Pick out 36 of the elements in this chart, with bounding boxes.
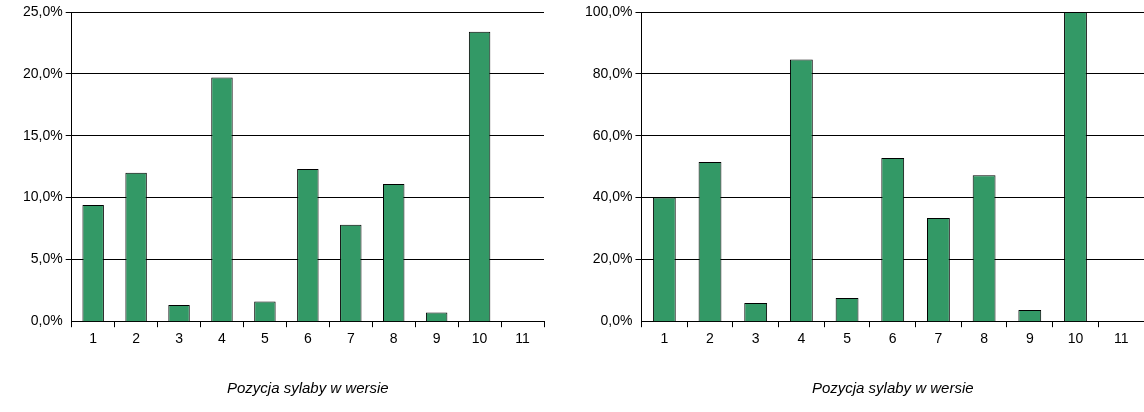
x-tick-label: 8: [980, 330, 989, 347]
x-tick-label: 8: [389, 330, 398, 347]
x-tick-label: 3: [175, 330, 184, 347]
y-tick-label: 5,0%: [30, 250, 63, 267]
y-tick-label: 60,0%: [592, 126, 633, 143]
x-tick-label: 3: [751, 330, 760, 347]
y-tick-label: 25,0%: [22, 2, 63, 19]
x-tick-label: 5: [843, 330, 852, 347]
x-tick-label: 11: [515, 330, 531, 347]
y-tick-label: 0,0%: [600, 312, 633, 329]
x-tick-label: 4: [797, 330, 806, 347]
x-tick-label: 6: [888, 330, 897, 347]
x-tick-label: 11: [1113, 330, 1129, 347]
y-tick-label: 15,0%: [22, 126, 63, 143]
x-tick-label: 9: [432, 330, 441, 347]
y-tick-label: 40,0%: [592, 188, 633, 205]
x-tick-label: 2: [132, 330, 141, 347]
x-tick-label: 9: [1025, 330, 1034, 347]
y-tick-label: 20,0%: [22, 64, 63, 81]
x-tick-label: 5: [261, 330, 270, 347]
x-tick-label: 2: [706, 330, 715, 347]
x-tick-label: 6: [303, 330, 312, 347]
x-axis-title: Pozycja sylaby w wersie: [226, 379, 389, 397]
y-tick-label: 10,0%: [22, 188, 63, 205]
y-tick-label: 80,0%: [592, 64, 633, 81]
x-tick-label: 10: [1067, 330, 1084, 347]
x-tick-label: 1: [660, 330, 669, 347]
x-axis-title: Pozycja sylaby w wersie: [811, 379, 974, 397]
y-tick-label: 100,0%: [585, 2, 633, 19]
x-tick-label: 7: [934, 330, 943, 347]
x-tick-label: 1: [89, 330, 98, 347]
x-tick-label: 7: [346, 330, 355, 347]
x-tick-label: 10: [471, 330, 488, 347]
y-tick-label: 20,0%: [592, 250, 633, 267]
x-tick-label: 4: [218, 330, 227, 347]
y-tick-label: 0,0%: [30, 312, 63, 329]
